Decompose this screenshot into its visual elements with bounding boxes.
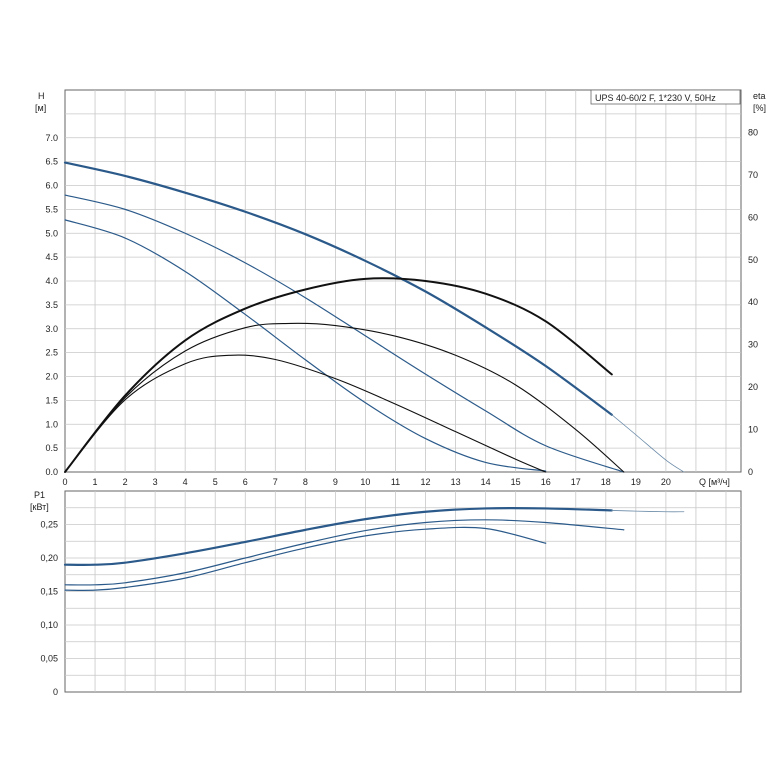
head-ext-curve-1 xyxy=(611,414,685,473)
power-axis-unit: [кВт] xyxy=(30,502,49,512)
eta-tick-label: 10 xyxy=(748,425,758,435)
head-tick-label: 1.0 xyxy=(45,419,58,429)
flow-tick-label: 14 xyxy=(481,477,491,487)
eta-axis-label: eta xyxy=(753,91,766,101)
power-tick-label: 0,25 xyxy=(40,520,58,530)
flow-tick-label: 13 xyxy=(451,477,461,487)
power-curve-0 xyxy=(63,506,613,566)
flow-tick-label: 6 xyxy=(243,477,248,487)
power-tick-label: 0,20 xyxy=(40,553,58,563)
flow-tick-label: 11 xyxy=(391,477,400,487)
flow-tick-label: 2 xyxy=(123,477,128,487)
flow-tick-label: 0 xyxy=(62,477,67,487)
power-series xyxy=(63,506,685,591)
head-tick-label: 6.0 xyxy=(45,181,58,191)
flow-tick-label: 16 xyxy=(541,477,551,487)
head-tick-label: 0.0 xyxy=(45,467,58,477)
eta-tick-labels: 0 10 20 30 40 50 60 70 80 xyxy=(748,127,758,477)
head-tick-label: 6.5 xyxy=(45,157,58,167)
chart-title-box xyxy=(590,89,741,105)
flow-tick-labels: 0 1 2 3 4 5 6 7 8 9 10 11 12 13 14 15 16 17 18 19 20 xyxy=(62,477,670,487)
head-tick-label: 5.0 xyxy=(45,228,58,238)
eta-tick-label: 50 xyxy=(748,255,758,265)
eta-tick-label: 40 xyxy=(748,297,758,307)
power-tick-label: 0,05 xyxy=(40,654,58,664)
flow-tick-label: 1 xyxy=(93,477,98,487)
power-tick-label: 0,10 xyxy=(40,620,58,630)
eta-curve-4 xyxy=(64,277,613,473)
eta-tick-label: 0 xyxy=(748,467,753,477)
head-grid xyxy=(65,90,741,472)
flow-tick-label: 9 xyxy=(333,477,338,487)
power-tick-labels: 0 0,05 0,10 0,15 0,20 0,25 xyxy=(40,520,58,698)
flow-tick-label: 15 xyxy=(511,477,521,487)
eta-curve-5 xyxy=(64,322,625,473)
head-axis-unit: [м] xyxy=(35,103,46,113)
power-curve-3 xyxy=(64,526,547,591)
head-curve-2 xyxy=(64,194,625,473)
head-tick-label: 2.0 xyxy=(45,372,58,382)
eta-tick-label: 60 xyxy=(748,212,758,222)
head-tick-label: 5.5 xyxy=(45,204,58,214)
head-axis-label: H xyxy=(38,91,45,101)
eta-tick-label: 30 xyxy=(748,340,758,350)
power-ext-curve-1 xyxy=(611,510,685,513)
power-tick-label: 0,15 xyxy=(40,587,58,597)
head-tick-label: 3.0 xyxy=(45,324,58,334)
head-efficiency-panel: 0 1 2 3 4 5 6 7 8 9 10 11 12 13 14 15 16 17 18 19 20 0.00.51… xyxy=(35,89,766,487)
eta-curve-6 xyxy=(64,354,547,473)
eta-axis-unit: [%] xyxy=(753,103,766,113)
power-grid xyxy=(65,491,741,692)
flow-tick-label: 18 xyxy=(601,477,611,487)
eta-tick-label: 70 xyxy=(748,170,758,180)
power-axis-label: P1 xyxy=(34,490,45,500)
flow-tick-label: 12 xyxy=(421,477,431,487)
flow-tick-label: 5 xyxy=(213,477,218,487)
flow-tick-label: 8 xyxy=(303,477,308,487)
head-curve-0 xyxy=(63,161,613,416)
head-tick-label: 3.5 xyxy=(45,300,58,310)
head-tick-label: 2.5 xyxy=(45,348,58,358)
head-series xyxy=(63,161,685,473)
flow-tick-label: 10 xyxy=(360,477,370,487)
head-tick-label: 4.5 xyxy=(45,252,58,262)
power-curve-2 xyxy=(64,519,625,586)
flow-tick-label: 20 xyxy=(661,477,671,487)
flow-tick-label: 7 xyxy=(273,477,278,487)
eta-tick-label: 80 xyxy=(748,127,758,137)
head-curve-3 xyxy=(64,219,547,472)
eta-tick-label: 20 xyxy=(748,382,758,392)
head-tick-label: 1.5 xyxy=(45,395,58,405)
chart-title: UPS 40-60/2 F, 1*230 V, 50Hz xyxy=(595,93,716,103)
head-tick-label: 0.5 xyxy=(45,443,58,453)
power-tick-label: 0 xyxy=(53,687,58,697)
flow-axis-label: Q [м³/ч] xyxy=(699,477,730,487)
flow-tick-label: 3 xyxy=(153,477,158,487)
power-panel: 0 0,05 0,10 0,15 0,20 0,25 P1 [кВт] xyxy=(30,490,742,698)
flow-tick-label: 4 xyxy=(183,477,188,487)
flow-tick-label: 19 xyxy=(631,477,641,487)
head-tick-label: 4.0 xyxy=(45,276,58,286)
flow-tick-label: 17 xyxy=(571,477,581,487)
head-tick-labels: 0.0 0.5 1.0 1.5 2.0 2.5 3.0 3.5 4.0 4.5 5.0 5.5 6.0 6… xyxy=(45,133,58,477)
head-tick-label: 7.0 xyxy=(45,133,58,143)
